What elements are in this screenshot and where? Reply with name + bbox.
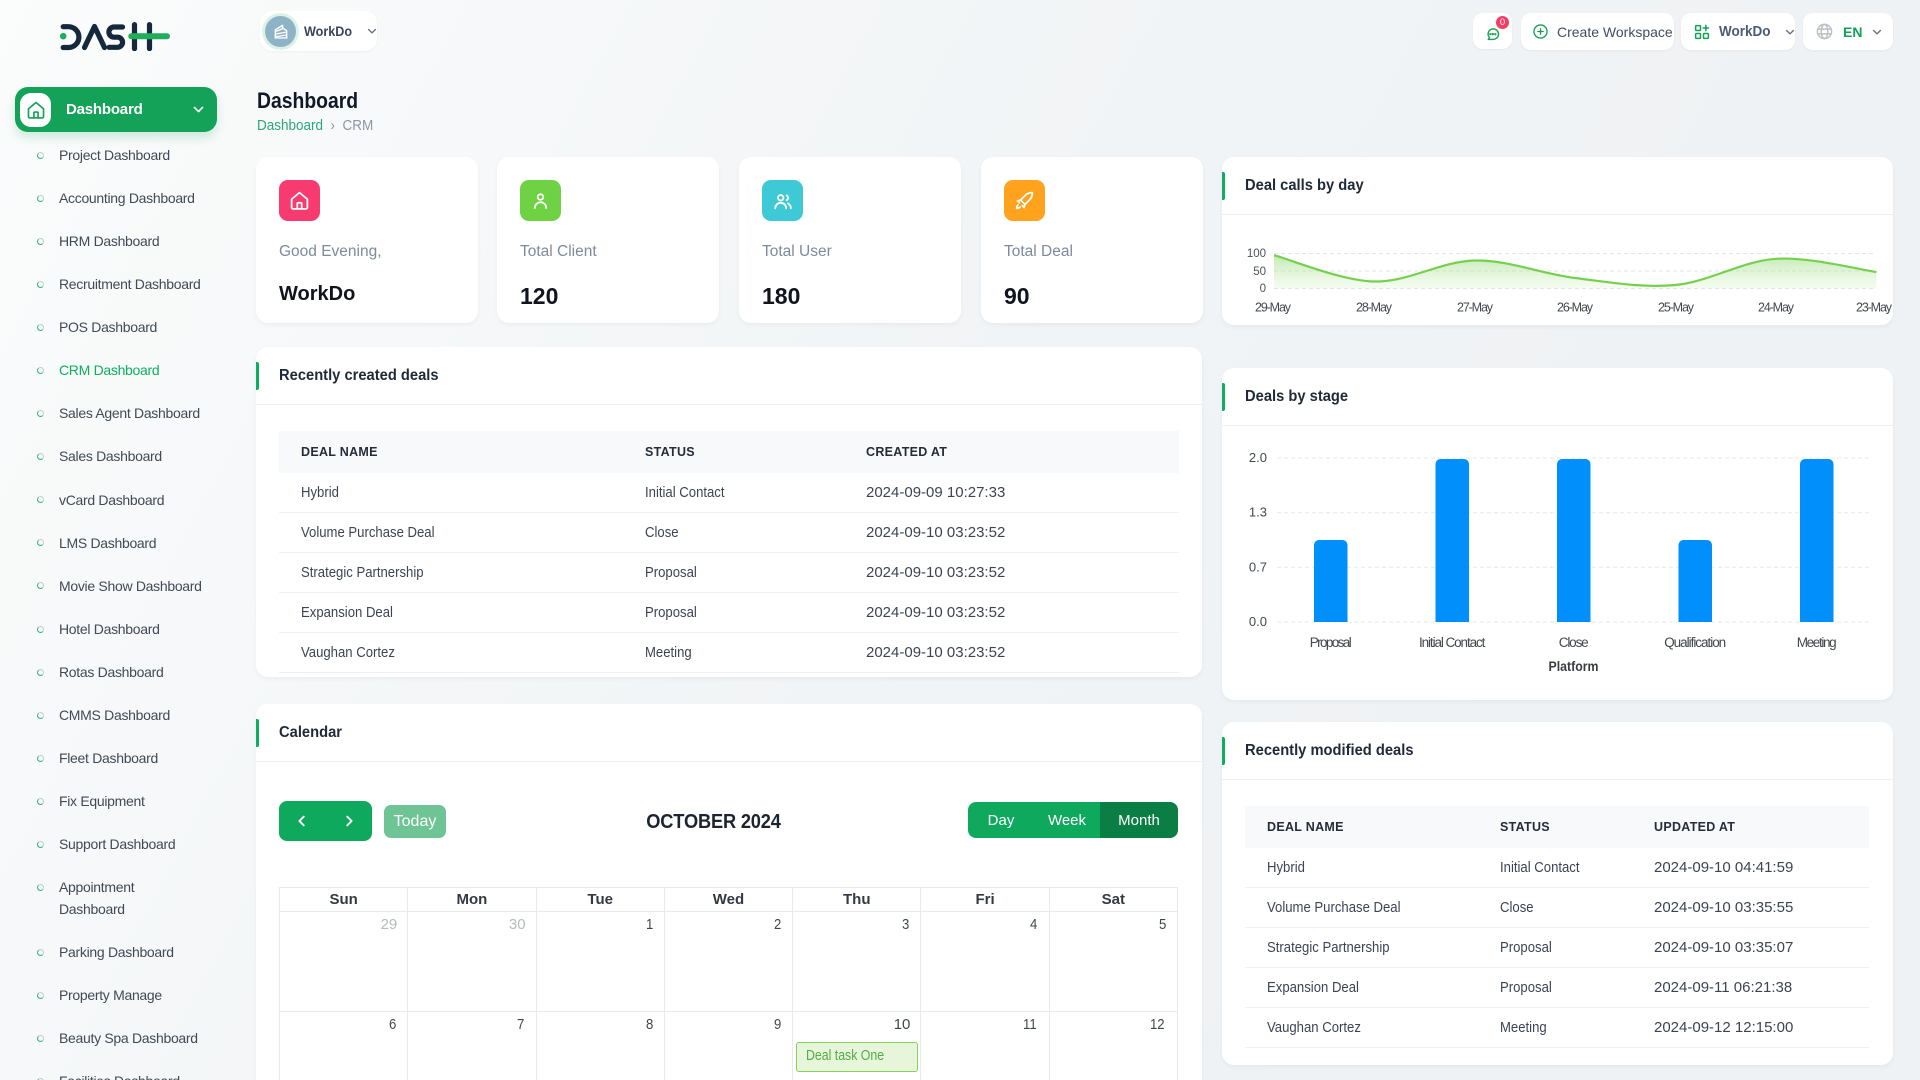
svg-text:100: 100 — [1247, 248, 1266, 260]
svg-text:26-May: 26-May — [1557, 301, 1594, 315]
svg-text:Close: Close — [1559, 635, 1589, 650]
svg-text:2.0: 2.0 — [1249, 450, 1267, 465]
svg-text:0.0: 0.0 — [1249, 614, 1267, 629]
svg-text:Proposal: Proposal — [1310, 635, 1352, 650]
svg-text:24-May: 24-May — [1758, 301, 1795, 315]
svg-text:Initial Contact: Initial Contact — [1419, 635, 1486, 650]
svg-text:27-May: 27-May — [1457, 301, 1494, 315]
svg-text:0: 0 — [1260, 283, 1266, 295]
svg-text:50: 50 — [1253, 266, 1266, 278]
svg-text:Meeting: Meeting — [1797, 635, 1837, 650]
svg-text:0.7: 0.7 — [1249, 559, 1267, 574]
svg-text:Platform: Platform — [1549, 659, 1599, 674]
svg-text:1.3: 1.3 — [1249, 505, 1267, 520]
svg-text:25-May: 25-May — [1658, 301, 1695, 315]
svg-text:29-May: 29-May — [1255, 301, 1292, 315]
svg-text:28-May: 28-May — [1356, 301, 1393, 315]
svg-text:23-May: 23-May — [1856, 301, 1893, 315]
svg-text:Qualification: Qualification — [1664, 635, 1726, 650]
